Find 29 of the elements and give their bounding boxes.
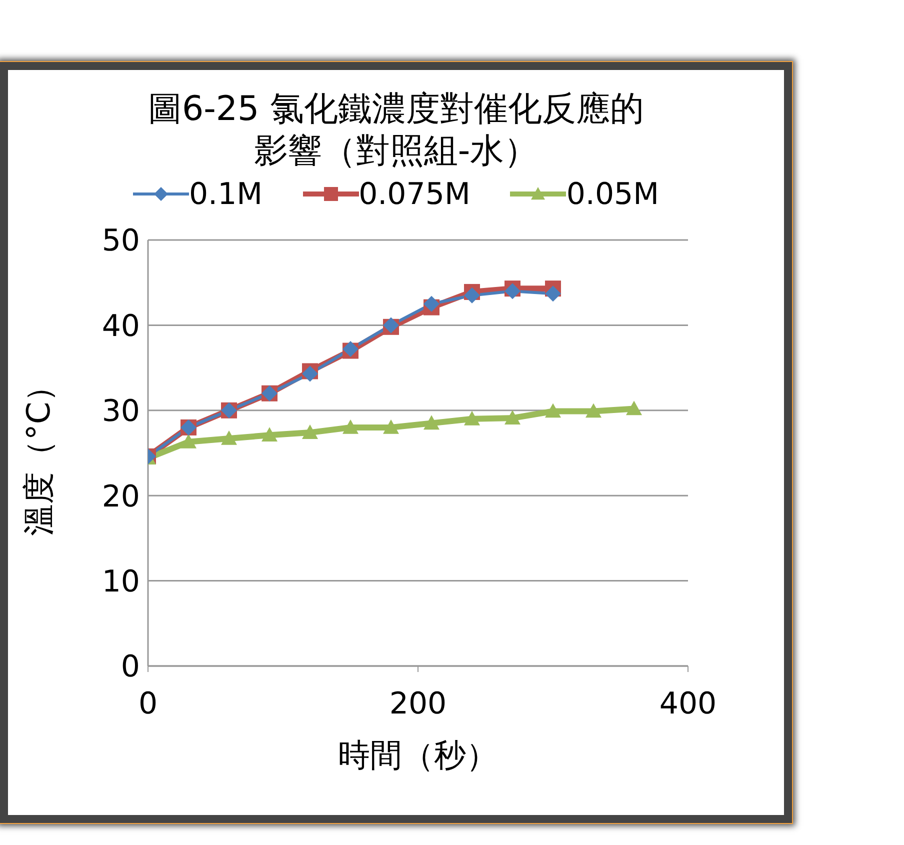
point — [545, 403, 561, 418]
point — [221, 430, 237, 445]
legend-label: 0.1M — [188, 176, 263, 212]
point — [545, 286, 561, 302]
point — [424, 415, 440, 430]
point — [424, 296, 440, 312]
y-tick-label: 30 — [102, 394, 140, 430]
point — [626, 400, 642, 416]
point — [464, 287, 480, 304]
chart-title: 圖6-25 氯化鐵濃度對催化反應的影響（對照組-水） — [147, 88, 645, 172]
point — [464, 410, 480, 426]
point — [342, 419, 358, 434]
x-tick-label: 200 — [389, 686, 447, 722]
y-tick-label: 0 — [120, 650, 140, 685]
y-tick-label: 40 — [102, 308, 140, 344]
x-tick-label: 400 — [659, 686, 717, 722]
y-tick-label: 20 — [102, 479, 140, 514]
legend-label: 0.05M — [566, 176, 660, 212]
x-axis-title: 時間（秒） — [338, 736, 498, 774]
point — [262, 427, 278, 442]
point — [383, 419, 399, 434]
point — [504, 410, 520, 424]
point — [180, 434, 196, 448]
legend-label: 0.075M — [358, 176, 470, 212]
point — [586, 403, 602, 418]
y-tick-label: 50 — [102, 224, 140, 259]
point — [302, 424, 318, 439]
y-axis-title: 溫度（°C） — [19, 370, 58, 536]
y-tick-label: 10 — [102, 564, 140, 600]
